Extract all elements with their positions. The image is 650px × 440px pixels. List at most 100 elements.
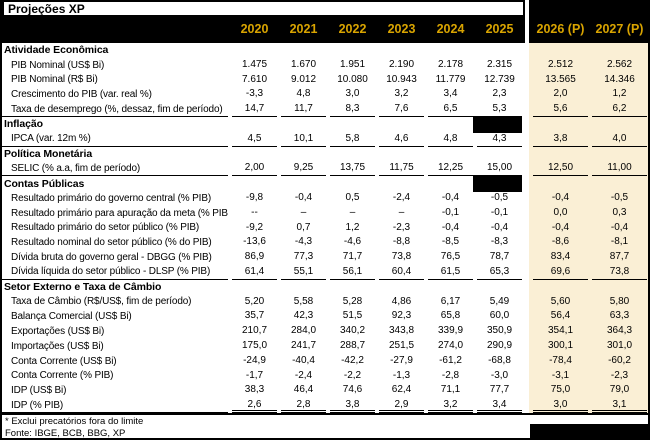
row-label: Conta Corrente (US$ Bi) [11,355,117,367]
value-cell: 71,7 [342,251,363,263]
section-header-row: Setor Externo e Taxa de Câmbio [2,279,648,295]
value-cell: -0,4 [294,191,313,203]
projection-value-cell: 2.512 [547,58,574,70]
value-cell: -2,2 [343,369,362,381]
value-cell: 77,3 [293,251,314,263]
value-cell: 56,1 [330,265,375,280]
section-header-row: Contas Públicas [2,175,648,192]
column-gap [522,43,529,58]
value-cell: 11,7 [281,102,326,117]
value-cell: 288,7 [339,339,366,351]
table-footer: * Exclui precatórios fora do limite Font… [2,412,648,439]
value-cell: 4,5 [232,132,277,147]
value-cell: -27,9 [390,354,413,366]
column-gap [522,309,529,324]
value-cell: 9.012 [290,73,317,85]
value-cell: -2,3 [392,221,411,233]
projection-value-cell: -78,4 [549,354,572,366]
value-cell: -9,2 [245,221,264,233]
row-label: IPCA (var. 12m %) [2,132,228,147]
projection-columns-band: 3,0 3,1 [529,398,648,413]
projection-value-cell: 87,7 [609,251,630,263]
projection-value-cell: 3,0 [533,398,588,413]
value-cell: -- [251,206,258,218]
value-cell: 2.178 [437,58,464,70]
value-cell: 11,75 [379,161,424,177]
projection-value-cell: 2.562 [606,58,633,70]
row-label: PIB Nominal (US$ Bi) [11,59,105,71]
value-cell: 5,20 [244,295,265,307]
projection-columns-band [529,176,648,191]
row-label: Importações (US$ Bi) [11,340,104,352]
table-row: Balança Comercial (US$ Bi) 35,7 42,3 51,5 92… [2,309,648,325]
value-cell: 51,5 [342,310,363,322]
projection-year-header: 2026 (P) [536,22,585,36]
value-cell: -1,7 [245,369,264,381]
column-gap [522,73,529,88]
projection-columns-band: 56,4 63,3 [529,309,648,325]
value-cell: 1.951 [339,58,366,70]
value-cell: -13,6 [243,236,266,248]
year-header: 2020 [240,22,269,36]
footer-black-box [530,423,648,438]
projection-columns-band: 354,1 364,3 [529,324,648,339]
value-cell: – [398,206,405,218]
value-cell: 12,25 [428,161,473,177]
value-cell: 4,8 [296,88,311,100]
projection-value-cell: 5,60 [550,295,571,307]
table-row: PIB Nominal (US$ Bi) 1.475 1.670 1.951 2.190… [2,57,648,73]
table-row: Exportações (US$ Bi) 210,7 284,0 340,2 343,8… [2,324,648,339]
projection-value-cell: 301,0 [606,339,633,351]
projection-years-header: 2026 (P) 2027 (P) [529,0,648,43]
projection-value-cell: 13.565 [545,73,576,85]
value-cell: 2,9 [379,398,424,413]
value-cell: 1.670 [290,58,317,70]
value-cell: 4,8 [428,132,473,147]
projection-value-cell: 300,1 [547,339,574,351]
projection-value-cell: 11,00 [592,161,647,177]
column-gap [522,383,529,398]
projection-columns-band: 2.512 2.562 [529,57,648,73]
value-cell: 3,4 [477,398,522,413]
table-row: PIB Nominal (R$ Bi) 7.610 9.012 10.080 10.94… [2,72,648,88]
projection-value-cell: 73,8 [592,265,647,280]
row-label: Resultado primário para apuração da meta… [11,207,228,219]
projection-value-cell: 5,80 [609,295,630,307]
value-cell: 61,5 [428,265,473,280]
projection-year-header: 2027 (P) [595,22,644,36]
value-cell: – [300,206,307,218]
value-cell: -8,5 [441,236,460,248]
value-cell: -2,4 [294,369,313,381]
value-cell: 290,9 [486,339,513,351]
footnote: * Exclui precatórios fora do limite [5,415,144,427]
value-cell: 13,75 [330,161,375,177]
year-header: 2025 [485,22,514,36]
row-label: Crescimento do PIB (var. real %) [11,89,152,101]
projection-value-cell: -0,4 [551,191,570,203]
table-row: Taxa de desemprego (%, dessaz, fim de pe… [2,102,648,117]
projection-columns-band: -0,4 -0,4 [529,220,648,236]
value-cell: 3,4 [443,88,458,100]
column-gap [522,339,529,354]
value-cell: 6,5 [428,102,473,117]
year-header: 2024 [436,22,465,36]
row-label: Resultado nominal do setor público (% do… [11,237,212,249]
value-cell: 60,0 [489,310,510,322]
projection-columns-band: 2,0 1,2 [529,87,648,103]
value-cell: 9,25 [281,161,326,177]
value-cell: 78,7 [489,251,510,263]
table-row: Resultado nominal do setor público (% do… [2,235,648,251]
section-spacer [228,280,522,295]
source-note: Fonte: IBGE, BCB, BBG, XP [5,427,126,439]
value-cell: 175,0 [241,339,268,351]
row-label: Resultado primário do governo central (%… [11,192,212,204]
section-header-row: Atividade Econômica [2,43,648,58]
projection-value-cell: 5,6 [533,102,588,117]
projection-value-cell: -2,3 [610,369,629,381]
year-header: 2022 [338,22,367,36]
column-gap [522,58,529,73]
black-marker-2025 [473,115,522,133]
projection-columns-band: 300,1 301,0 [529,338,648,354]
row-label: Resultado primário do setor público (% P… [11,222,200,234]
row-label: Conta Corrente (% PIB) [11,370,114,382]
